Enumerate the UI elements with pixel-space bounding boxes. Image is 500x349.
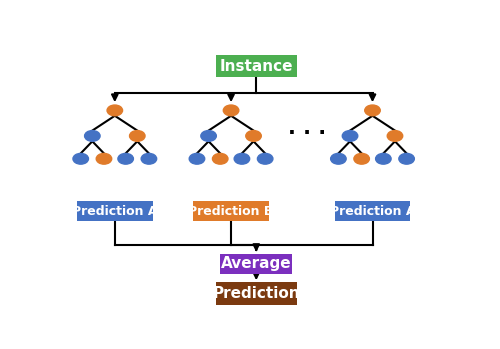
Circle shape: [118, 154, 134, 164]
Circle shape: [234, 154, 250, 164]
Text: · · ·: · · ·: [288, 123, 326, 143]
Text: Average: Average: [221, 256, 292, 271]
FancyBboxPatch shape: [216, 282, 297, 305]
FancyBboxPatch shape: [216, 55, 297, 77]
Circle shape: [73, 154, 88, 164]
Circle shape: [130, 131, 145, 141]
Circle shape: [189, 154, 204, 164]
FancyBboxPatch shape: [334, 201, 410, 221]
Text: Prediction A: Prediction A: [72, 205, 158, 218]
Circle shape: [141, 154, 156, 164]
Circle shape: [246, 131, 262, 141]
Circle shape: [201, 131, 216, 141]
Circle shape: [330, 154, 346, 164]
Circle shape: [399, 154, 414, 164]
Circle shape: [84, 131, 100, 141]
Text: Prediction: Prediction: [212, 285, 300, 300]
FancyBboxPatch shape: [194, 201, 269, 221]
Text: Instance: Instance: [220, 59, 293, 74]
Circle shape: [96, 154, 112, 164]
Circle shape: [376, 154, 391, 164]
FancyBboxPatch shape: [220, 253, 292, 274]
Circle shape: [107, 105, 122, 116]
Circle shape: [212, 154, 228, 164]
Circle shape: [365, 105, 380, 116]
Text: Prediction B: Prediction B: [188, 205, 274, 218]
FancyBboxPatch shape: [77, 201, 152, 221]
Circle shape: [224, 105, 239, 116]
Circle shape: [258, 154, 273, 164]
Circle shape: [342, 131, 358, 141]
Circle shape: [354, 154, 370, 164]
Circle shape: [387, 131, 402, 141]
Text: Prediction A: Prediction A: [330, 205, 415, 218]
